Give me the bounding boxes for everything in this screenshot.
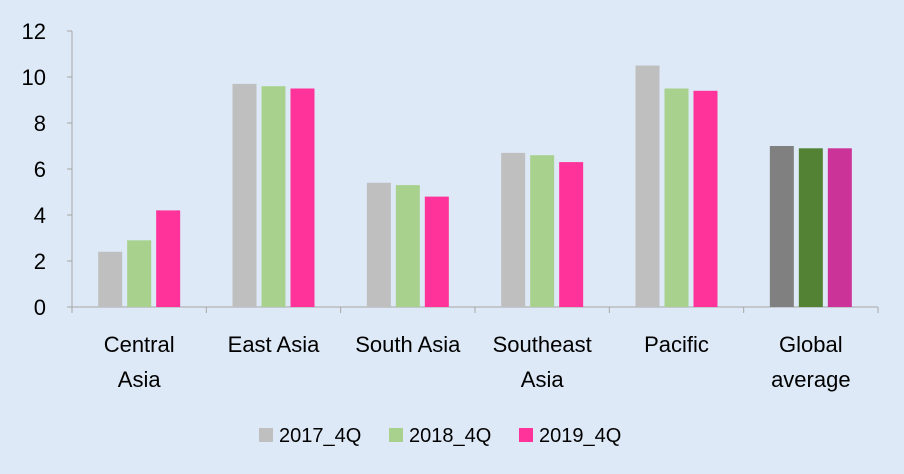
bar: [290, 88, 315, 307]
bar: [501, 152, 526, 307]
bar: [366, 182, 391, 307]
category-label: average: [771, 367, 851, 392]
bar: [559, 162, 584, 307]
bar: [769, 146, 794, 307]
y-tick-label: 10: [22, 65, 46, 90]
bar: [693, 90, 718, 307]
category-label: Asia: [118, 367, 162, 392]
category-labels: Central Asia East Asia South Asia Southeast A…: [104, 332, 851, 392]
category-label: Pacific: [644, 332, 709, 357]
legend-label: 2019_4Q: [539, 425, 621, 447]
y-tick-label: 6: [34, 157, 46, 182]
bar: [232, 83, 257, 308]
category-label: Southeast: [493, 332, 592, 357]
legend-swatch: [519, 428, 533, 442]
legend: 2017_4Q 2018_4Q 2019_4Q: [259, 425, 621, 447]
bar: [395, 185, 420, 307]
legend-label: 2018_4Q: [409, 425, 491, 447]
bar: [127, 240, 152, 307]
legend-label: 2017_4Q: [279, 425, 361, 447]
y-tick-label: 0: [34, 295, 46, 320]
axes: 0 2 4 6 8 10 12: [22, 19, 879, 320]
bar: [98, 251, 123, 307]
category-label: South Asia: [355, 332, 461, 357]
y-tick-label: 12: [22, 19, 46, 44]
bar: [261, 86, 286, 307]
bar: [635, 65, 660, 307]
category-label: Asia: [521, 367, 565, 392]
legend-swatch: [389, 428, 403, 442]
category-label: Central: [104, 332, 175, 357]
bar: [424, 196, 449, 307]
bar: [530, 155, 555, 307]
y-tick-label: 4: [34, 203, 46, 228]
bar: [827, 148, 852, 307]
bar: [798, 148, 823, 307]
bar: [664, 88, 689, 307]
legend-swatch: [259, 428, 273, 442]
y-tick-label: 2: [34, 249, 46, 274]
category-label: East Asia: [228, 332, 320, 357]
bar: [156, 210, 181, 307]
bars: [98, 65, 852, 308]
category-label: Global: [779, 332, 843, 357]
y-tick-label: 8: [34, 111, 46, 136]
